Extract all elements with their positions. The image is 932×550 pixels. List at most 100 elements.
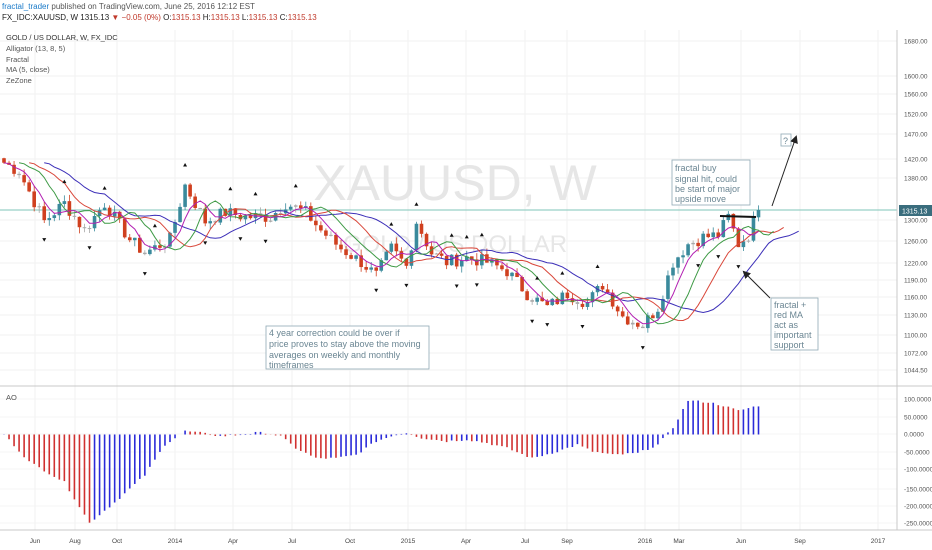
price-tick-label: 1190.00	[904, 278, 927, 285]
candle-body	[565, 292, 570, 299]
candle-body	[354, 255, 358, 259]
candle-body	[681, 255, 685, 258]
price-tick-label: 1520.00	[904, 112, 928, 119]
candle-body	[394, 243, 399, 252]
candle-body	[550, 298, 555, 306]
annotation-support[interactable]: fractal + red MA act as important suppor…	[770, 297, 819, 351]
time-tick-label: Aug	[69, 538, 81, 545]
time-tick-label: Sep	[794, 538, 806, 545]
candle-body	[676, 257, 680, 268]
fractal-down-marker	[530, 319, 535, 324]
author-link[interactable]: fractal_trader	[2, 2, 50, 11]
fractal-down-marker	[404, 283, 409, 288]
fractal-up-marker	[595, 264, 600, 269]
legend-fractal[interactable]: Fractal	[6, 55, 29, 64]
fractal-down-marker	[203, 241, 208, 245]
annotation-support-line5: support	[774, 340, 805, 350]
candle-body	[314, 220, 318, 226]
low-label: L:	[241, 13, 249, 22]
candle-body	[635, 322, 640, 327]
candle-body	[721, 220, 726, 238]
candle-body	[585, 302, 590, 307]
candle-body	[198, 207, 202, 209]
candle-body	[741, 241, 746, 248]
candle-body	[449, 254, 454, 266]
price-tick-label: 1130.00	[904, 313, 927, 320]
candle-body	[374, 267, 379, 271]
time-tick-label: 2017	[871, 538, 886, 545]
time-tick-label: 2014	[168, 538, 183, 545]
price-tick-label: 1260.00	[904, 239, 928, 246]
annotation-correction[interactable]: 4 year correction could be over if price…	[265, 325, 430, 370]
candle-body	[218, 208, 223, 223]
candle-body	[731, 213, 736, 229]
legend-zone[interactable]: ZeZone	[6, 76, 32, 85]
fractal-up-marker	[253, 191, 258, 196]
candle-body	[716, 232, 721, 238]
candle-body	[47, 218, 52, 221]
candle-body	[464, 256, 469, 261]
fractal-down-marker	[238, 237, 243, 241]
candle-body	[193, 196, 197, 208]
candle-body	[600, 286, 605, 290]
time-tick-label: Apr	[461, 538, 472, 545]
high-label: H:	[202, 13, 211, 22]
candle-body	[143, 252, 147, 255]
annotation-support-line2: red MA	[774, 310, 803, 320]
annotation-correction-line4: timeframes	[269, 360, 314, 370]
candle-body	[122, 218, 127, 238]
candle-body	[213, 221, 218, 223]
candle-body	[580, 303, 585, 307]
candle-body	[319, 225, 323, 231]
candle-body	[520, 277, 524, 292]
candle-body	[500, 265, 504, 270]
candle-body	[399, 251, 404, 259]
candle-body	[535, 297, 539, 302]
annotation-question[interactable]: ?	[780, 133, 792, 147]
candle-body	[540, 297, 545, 302]
annotation-buy-line4: upside move	[675, 194, 726, 204]
candle-body	[334, 234, 338, 245]
candle-body	[615, 306, 620, 312]
price-badge-text: 1315.13	[902, 209, 927, 216]
candle-body	[414, 223, 419, 251]
price-tick-label: 1300.00	[904, 218, 928, 225]
ao-tick-label: -150.0000	[904, 487, 932, 494]
annotation-buy-signal[interactable]: fractal buy signal hit, could be start o…	[671, 159, 751, 206]
fractal-up-marker	[389, 222, 394, 226]
ao-tick-label: 50.0000	[904, 415, 928, 422]
fractal-down-marker	[263, 239, 268, 244]
candle-body	[364, 267, 368, 270]
candle-body	[505, 269, 509, 277]
candle-body	[27, 182, 31, 192]
legend-ma[interactable]: MA (5, close)	[6, 65, 50, 74]
time-tick-label: Jun	[30, 538, 41, 545]
alligator-teeth-line	[29, 162, 784, 322]
price-axis: 1680.00 1600.00 1560.00 1520.00 1470.00 1420.…	[904, 39, 928, 375]
time-tick-label: Sep	[561, 538, 573, 545]
candle-body	[590, 292, 595, 303]
candle-body	[651, 315, 655, 319]
ao-axis: 100.0000 50.0000 0.0000 -50.0000 -100.0000 -1…	[904, 397, 932, 528]
time-tick-label: Jun	[736, 538, 747, 545]
fractal-up-marker	[560, 271, 565, 275]
candle-body	[148, 249, 152, 255]
candle-body	[545, 301, 550, 306]
legend-alligator[interactable]: Alligator (13, 8, 5)	[6, 44, 66, 53]
high-value: 1315.13	[210, 13, 240, 22]
fractal-up-marker	[183, 163, 188, 167]
candle-body	[605, 289, 610, 293]
candle-body	[339, 244, 343, 250]
ohlc-line: FX_IDC:XAUUSD, W 1315.13 ▼ −0.05 (0%) O:…	[2, 13, 317, 22]
candle-body	[168, 232, 172, 247]
candle-body	[132, 237, 137, 241]
candle-body	[530, 300, 534, 302]
candle-body	[102, 207, 107, 211]
price-tick-label: 1420.00	[904, 157, 928, 164]
legend: GOLD / US DOLLAR, W, FX_IDC Alligator (1…	[6, 33, 118, 85]
candle-body	[233, 208, 238, 215]
candles-layer	[2, 157, 761, 333]
candle-body	[736, 228, 741, 248]
candle-body	[686, 244, 690, 256]
